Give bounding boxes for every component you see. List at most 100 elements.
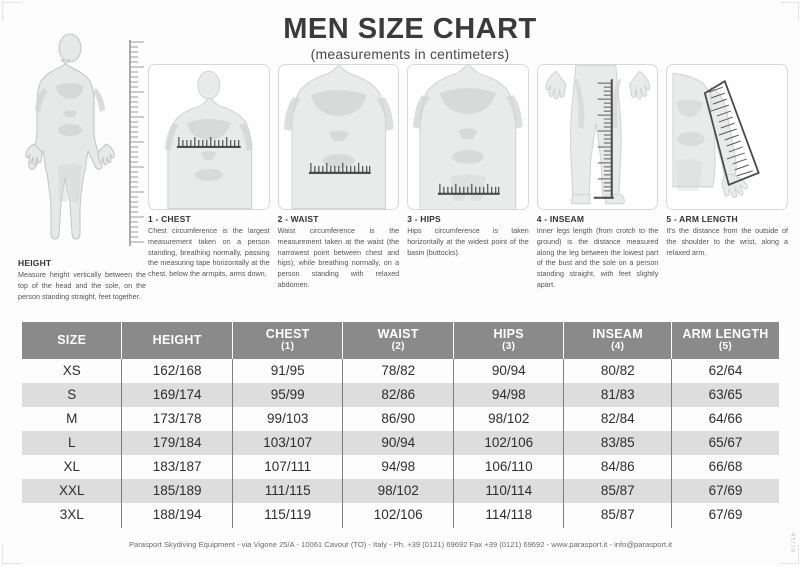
corner-mark-bottom-left xyxy=(2,545,21,564)
cell-hips: 90/94 xyxy=(453,358,565,383)
table-row: M 173/178 99/103 86/90 98/102 82/84 64/6… xyxy=(22,406,779,431)
cell-inseam: 85/87 xyxy=(563,478,672,503)
cell-hips: 102/106 xyxy=(453,430,565,455)
cell-height: 162/168 xyxy=(121,358,233,383)
cell-waist: 82/86 xyxy=(342,382,454,407)
legs-inseam-ruler-icon xyxy=(545,65,651,205)
arm-length-ruler-icon xyxy=(672,72,761,198)
cell-hips: 114/118 xyxy=(453,502,565,528)
cell-hips: 106/110 xyxy=(453,454,565,479)
col-header-height-label: HEIGHT xyxy=(152,332,202,347)
height-figure xyxy=(18,26,146,252)
col-header-inseam: INSEAM (4) xyxy=(563,322,672,359)
panel-arm-length xyxy=(666,64,788,210)
table-row: XS 162/168 91/95 78/82 90/94 80/82 62/64 xyxy=(22,358,779,383)
col-header-waist-label: WAIST xyxy=(377,327,419,341)
cell-inseam: 85/87 xyxy=(563,502,672,528)
cell-chest: 107/111 xyxy=(232,454,344,479)
cell-chest: 115/119 xyxy=(232,502,344,528)
cell-chest: 95/99 xyxy=(232,382,344,407)
col-header-hips-num: (3) xyxy=(502,341,516,353)
caption-hips-body: Hips circumference is taken horizontally… xyxy=(407,226,529,257)
cell-arm: 64/66 xyxy=(708,410,743,426)
table-header-row: SIZE HEIGHT CHEST (1) WAIST (2) HIPS xyxy=(22,322,779,359)
caption-hips: 3 - HIPS Hips circumference is taken hor… xyxy=(407,214,529,294)
caption-hips-title: 3 - HIPS xyxy=(407,214,441,224)
caption-inseam: 4 - INSEAM Inner legs length (from crotc… xyxy=(537,214,659,294)
cell-size: S xyxy=(22,382,123,407)
torso-chest-tape-measure-icon xyxy=(164,70,253,209)
cell-waist: 94/98 xyxy=(342,454,454,479)
cell-height: 179/184 xyxy=(121,430,233,455)
table-row: S 169/174 95/99 82/86 94/98 81/83 63/65 xyxy=(22,382,779,407)
caption-arm-length-title: 5 - ARM LENGTH xyxy=(666,214,738,224)
col-header-waist: WAIST (2) xyxy=(342,322,454,359)
col-header-chest: CHEST (1) xyxy=(232,322,344,359)
col-header-size: SIZE xyxy=(22,322,123,359)
panel-waist xyxy=(277,64,400,210)
caption-chest-body: Chest circumference is the largest measu… xyxy=(148,226,270,279)
panel-captions: 1 - CHEST Chest circumference is the lar… xyxy=(148,214,788,294)
cell-height: 183/187 xyxy=(121,454,233,479)
table-row: XXL 185/189 111/115 98/102 110/114 85/87… xyxy=(22,478,779,503)
page-title: MEN SIZE CHART xyxy=(283,13,537,45)
cell-height: 169/174 xyxy=(121,382,233,407)
cell-chest: 99/103 xyxy=(232,406,344,431)
panel-inseam xyxy=(536,64,659,210)
size-table-wrap: SIZE HEIGHT CHEST (1) WAIST (2) HIPS xyxy=(22,322,779,528)
caption-chest-title: 1 - CHEST xyxy=(148,214,191,224)
measurement-panels xyxy=(148,64,788,210)
standing-man-with-ruler-icon xyxy=(25,33,144,246)
panel-hips xyxy=(407,64,529,210)
col-header-height: HEIGHT xyxy=(121,322,233,359)
page-title-block: MEN SIZE CHART (measurements in centimet… xyxy=(150,13,670,63)
cell-arm: 62/64 xyxy=(708,362,743,378)
caption-waist: 2 - WAIST Waist circumference is the mea… xyxy=(278,214,400,294)
height-caption-title: HEIGHT xyxy=(18,258,52,268)
col-header-inseam-num: (4) xyxy=(611,341,625,353)
cell-height: 173/178 xyxy=(121,406,233,431)
cell-hips: 110/114 xyxy=(453,478,565,503)
cell-waist: 78/82 xyxy=(342,358,454,383)
height-caption-body: Measure height vertically between the to… xyxy=(18,270,146,301)
size-table-head: SIZE HEIGHT CHEST (1) WAIST (2) HIPS xyxy=(22,322,779,359)
corner-mark-bottom-right xyxy=(780,545,799,564)
cell-height: 188/194 xyxy=(121,502,233,528)
col-header-waist-num: (2) xyxy=(391,341,405,353)
cell-arm: 66/68 xyxy=(708,458,743,474)
col-header-size-label: SIZE xyxy=(57,332,87,347)
cell-waist: 102/106 xyxy=(342,502,454,528)
footer-contact: Parasport Skydiving Equipment - via Vigo… xyxy=(128,540,673,549)
cell-arm: 67/69 xyxy=(671,478,779,503)
cell-size: XS xyxy=(22,358,123,383)
cell-size: XXL xyxy=(22,478,123,503)
cell-waist: 90/94 xyxy=(342,430,454,455)
caption-arm-length: 5 - ARM LENGTH It's the distance from th… xyxy=(666,214,788,294)
col-header-arm-length: ARM LENGTH (5) xyxy=(671,322,779,359)
corner-mark-top-right xyxy=(780,2,799,21)
cell-inseam: 84/86 xyxy=(563,454,672,479)
col-header-inseam-label: INSEAM xyxy=(592,327,643,341)
cell-inseam: 81/83 xyxy=(563,382,672,407)
torso-waist-tape-measure-icon xyxy=(283,65,394,209)
cell-chest: 91/95 xyxy=(232,358,344,383)
size-table-body: XS 162/168 91/95 78/82 90/94 80/82 62/64… xyxy=(22,358,779,528)
table-row: XL 183/187 107/111 94/98 106/110 84/86 6… xyxy=(22,454,779,479)
cell-hips: 94/98 xyxy=(453,382,565,407)
cell-arm: 67/69 xyxy=(708,506,743,522)
col-header-chest-label: CHEST xyxy=(265,327,310,341)
cell-inseam: 83/85 xyxy=(563,430,672,455)
caption-inseam-title: 4 - INSEAM xyxy=(536,214,585,224)
cell-waist: 98/102 xyxy=(342,478,454,503)
table-row: 3XL 188/194 115/119 102/106 114/118 85/8… xyxy=(22,502,779,528)
panel-chest xyxy=(148,64,270,210)
col-header-arm-length-label: ARM LENGTH xyxy=(682,327,769,341)
cell-arm: 63/65 xyxy=(671,382,779,407)
height-caption: HEIGHT Measure height vertically between… xyxy=(18,258,146,302)
caption-waist-body: Waist circumference is the measurement t… xyxy=(277,226,400,289)
cell-size: 3XL xyxy=(22,502,123,528)
cell-size: L xyxy=(22,430,123,455)
caption-inseam-body: Inner legs length (from crotch to the gr… xyxy=(536,226,659,289)
page-subtitle: (measurements in centimeters) xyxy=(310,46,510,63)
corner-mark-top-left xyxy=(2,2,21,21)
